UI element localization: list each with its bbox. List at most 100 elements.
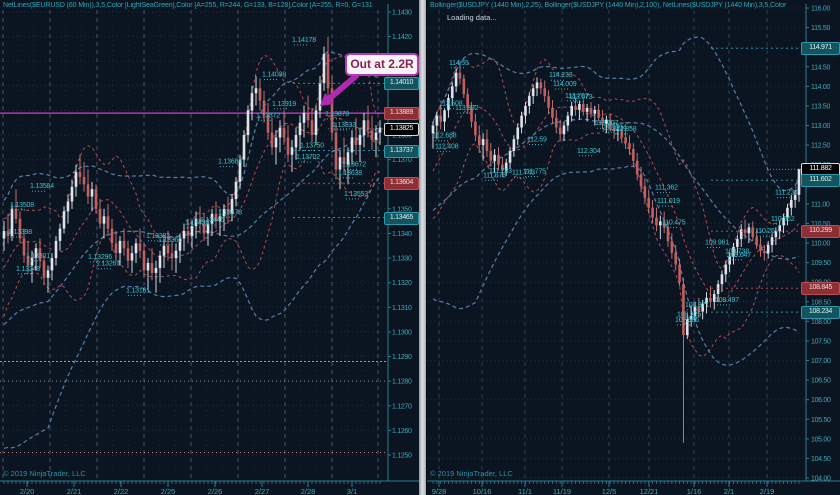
svg-text:110.562: 110.562 — [771, 216, 795, 223]
svg-text:1.13478: 1.13478 — [218, 209, 242, 216]
svg-text:1.1350: 1.1350 — [392, 206, 412, 213]
svg-text:111.783: 111.783 — [489, 168, 512, 175]
svg-text:107.50: 107.50 — [811, 338, 831, 345]
svg-text:1.1250: 1.1250 — [392, 453, 412, 460]
svg-text:12/21: 12/21 — [640, 487, 659, 495]
price-badge-red: 1.13604 — [384, 177, 419, 191]
svg-text:111.00: 111.00 — [811, 201, 830, 208]
svg-text:113.673: 113.673 — [569, 94, 593, 101]
svg-text:114.50: 114.50 — [811, 64, 830, 71]
svg-text:112.858: 112.858 — [613, 126, 637, 133]
svg-text:113.50: 113.50 — [811, 103, 830, 110]
price-badge-red: 1.13889 — [384, 107, 419, 121]
price-badge-current: 1.13825 — [384, 122, 419, 136]
svg-text:2/22: 2/22 — [114, 487, 129, 495]
svg-text:1.13584: 1.13584 — [30, 183, 54, 190]
svg-text:11/19: 11/19 — [553, 487, 571, 495]
svg-text:114.233: 114.233 — [549, 72, 573, 79]
svg-text:1.1270: 1.1270 — [392, 403, 412, 410]
svg-text:107.986: 107.986 — [675, 317, 699, 324]
svg-text:1.13398: 1.13398 — [8, 229, 32, 236]
svg-text:1.1320: 1.1320 — [392, 280, 412, 287]
svg-text:1.13269: 1.13269 — [96, 261, 120, 268]
svg-text:112.304: 112.304 — [577, 148, 601, 155]
svg-text:105.50: 105.50 — [811, 417, 831, 424]
price-badge-red: 110.299 — [801, 225, 840, 239]
copyright-text: © 2019 NinjaTrader, LLC — [3, 469, 86, 478]
svg-text:1.13446: 1.13446 — [200, 217, 224, 224]
svg-text:1.14178: 1.14178 — [292, 37, 316, 44]
svg-text:1.1260: 1.1260 — [392, 428, 412, 435]
svg-text:106.50: 106.50 — [811, 378, 831, 385]
svg-text:113.007: 113.007 — [595, 120, 619, 127]
svg-text:111.019: 111.019 — [657, 198, 680, 205]
eurusd-chart-canvas[interactable]: 1.13398 1.13508 1.13584 1.13248 1.13301 1.132… — [0, 0, 419, 495]
svg-text:108.371: 108.371 — [685, 302, 709, 309]
svg-text:104.50: 104.50 — [811, 456, 831, 463]
svg-text:110.00: 110.00 — [811, 241, 830, 248]
price-badge-red: 108.845 — [801, 282, 840, 296]
trade-note-callout[interactable]: Out at 2.2R — [345, 53, 419, 76]
svg-text:111.675: 111.675 — [483, 172, 506, 179]
copyright-text: © 2019 NinjaTrader, LLC — [430, 469, 513, 478]
svg-text:110.50: 110.50 — [811, 221, 830, 228]
price-badge-teal: 114.971 — [801, 42, 840, 56]
panel-splitter[interactable] — [419, 0, 426, 495]
svg-text:114.009: 114.009 — [553, 81, 577, 88]
svg-text:2/19: 2/19 — [760, 487, 775, 495]
svg-text:111.234: 111.234 — [775, 190, 798, 197]
svg-text:1.13878: 1.13878 — [325, 111, 349, 118]
svg-text:2/21: 2/21 — [67, 487, 82, 495]
svg-text:107.00: 107.00 — [811, 358, 831, 365]
svg-text:1.13672: 1.13672 — [342, 162, 366, 169]
svg-text:11/1: 11/1 — [518, 487, 532, 495]
svg-text:1.1430: 1.1430 — [392, 10, 412, 17]
svg-text:108.00: 108.00 — [811, 319, 831, 326]
svg-text:1.1300: 1.1300 — [392, 329, 412, 336]
svg-text:113.508: 113.508 — [439, 101, 463, 108]
svg-text:1.13638: 1.13638 — [338, 170, 362, 177]
svg-text:2/27: 2/27 — [255, 487, 270, 495]
svg-text:109.50: 109.50 — [811, 260, 831, 267]
svg-text:108.125: 108.125 — [677, 311, 701, 318]
svg-text:10/16: 10/16 — [473, 487, 492, 495]
svg-text:108.497: 108.497 — [715, 297, 739, 304]
price-badge-teal: 1.14010 — [384, 77, 419, 91]
svg-text:116.00: 116.00 — [811, 6, 830, 13]
svg-text:111.743: 111.743 — [512, 170, 535, 177]
svg-text:1.1330: 1.1330 — [392, 256, 412, 263]
svg-text:1/16: 1/16 — [687, 487, 702, 495]
svg-text:1.14038: 1.14038 — [262, 71, 286, 78]
svg-text:109.738: 109.738 — [725, 248, 749, 255]
svg-text:1.1380: 1.1380 — [392, 133, 412, 140]
chart-title-usdjpy: Bollinger($USDJPY (1440 Min),2,25), Boll… — [430, 2, 787, 9]
svg-text:12/5: 12/5 — [602, 487, 617, 495]
svg-text:114.55: 114.55 — [449, 60, 469, 67]
svg-text:1.13750: 1.13750 — [300, 142, 324, 149]
loading-status: Loading data... — [447, 13, 497, 22]
svg-text:1.13872: 1.13872 — [256, 112, 280, 119]
price-badge-teal: 108.234 — [801, 306, 840, 320]
svg-text:3/1: 3/1 — [347, 487, 357, 495]
svg-text:1.1370: 1.1370 — [392, 157, 412, 164]
svg-text:1.13161: 1.13161 — [126, 287, 150, 294]
svg-text:113.00: 113.00 — [811, 123, 830, 130]
svg-text:1.1420: 1.1420 — [392, 34, 412, 41]
svg-text:2/1: 2/1 — [724, 487, 734, 495]
svg-text:112.688: 112.688 — [433, 133, 457, 140]
price-badge-teal: 1.13465 — [384, 211, 419, 225]
svg-text:1.1280: 1.1280 — [392, 379, 412, 386]
chart-panel-usdjpy: 114.55 113.508 113.392 112.688 112.408 111.78… — [426, 0, 840, 495]
svg-text:1.13301: 1.13301 — [26, 253, 50, 260]
svg-text:9/28: 9/28 — [432, 487, 447, 495]
svg-text:111.775: 111.775 — [523, 168, 546, 175]
svg-text:2/20: 2/20 — [20, 487, 35, 495]
svg-text:113.392: 113.392 — [455, 105, 479, 112]
svg-text:1.13382: 1.13382 — [146, 233, 170, 240]
svg-text:1.1310: 1.1310 — [392, 305, 412, 312]
svg-text:112.904: 112.904 — [603, 124, 627, 131]
svg-text:1.1290: 1.1290 — [392, 354, 412, 361]
svg-text:109.647: 109.647 — [727, 252, 751, 259]
